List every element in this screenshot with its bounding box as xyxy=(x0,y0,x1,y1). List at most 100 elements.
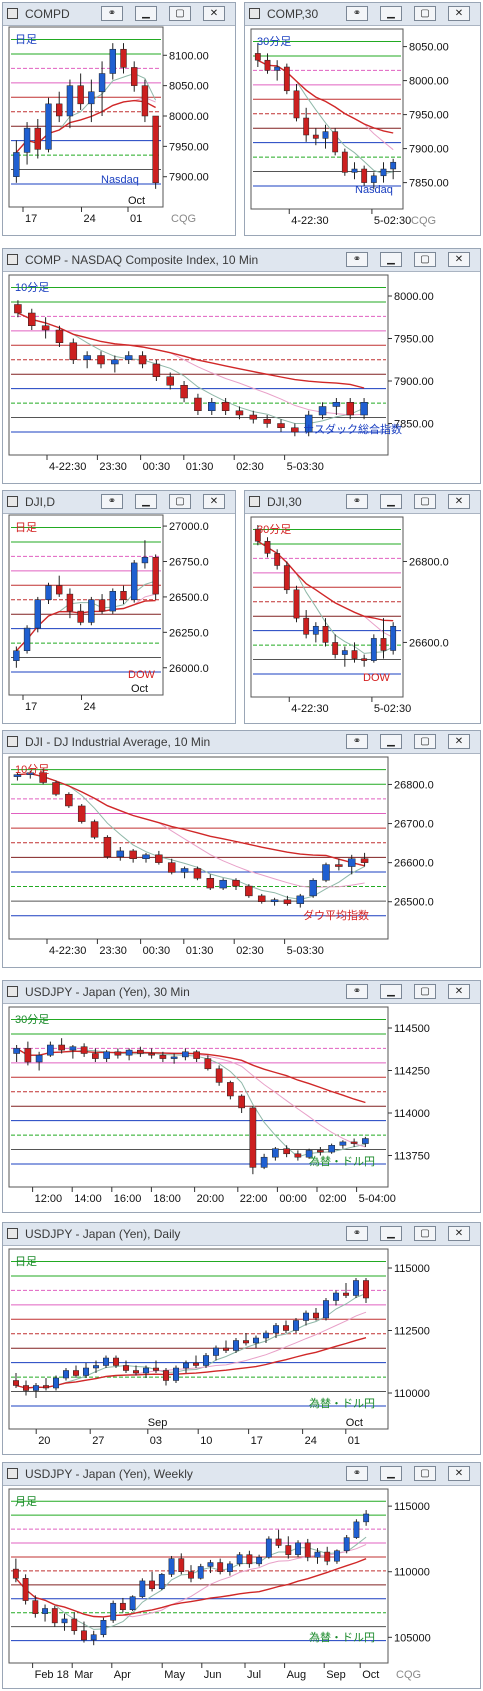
candle-body xyxy=(293,589,300,619)
link-icon[interactable]: ⚭ xyxy=(346,494,368,509)
candle-body xyxy=(328,1145,335,1153)
y-tick-label: 114000 xyxy=(394,1108,430,1120)
link-icon[interactable]: ⚭ xyxy=(346,1466,368,1481)
close-button[interactable]: ✕ xyxy=(448,252,470,267)
title-bar[interactable]: COMPD ⚭ ▁ ▢ ✕ xyxy=(3,3,235,26)
minimize-button[interactable]: ▁ xyxy=(135,6,157,21)
window-title: COMPD xyxy=(25,7,70,21)
candle-body xyxy=(13,650,20,661)
candle-body xyxy=(131,562,138,600)
maximize-button[interactable]: ▢ xyxy=(414,1226,436,1241)
title-bar[interactable]: DJI,D ⚭ ▁ ▢ ✕ xyxy=(3,491,235,514)
minimize-button[interactable]: ▁ xyxy=(380,984,402,999)
title-bar[interactable]: DJI,30 ⚭ ▁ ▢ ✕ xyxy=(245,491,480,514)
candle-body xyxy=(232,879,240,887)
candle-body xyxy=(81,1630,87,1641)
candle-body xyxy=(313,1312,319,1319)
candle-body xyxy=(360,402,368,416)
moving-average-line xyxy=(15,1337,367,1389)
window-title: USDJPY - Japan (Yen), Daily xyxy=(25,1227,181,1241)
y-tick-label: 115000 xyxy=(394,1501,430,1513)
title-bar[interactable]: DJI - DJ Industrial Average, 10 Min ⚭ ▁ … xyxy=(3,731,480,754)
window-title: USDJPY - Japan (Yen), 30 Min xyxy=(25,985,190,999)
link-icon[interactable]: ⚭ xyxy=(101,6,123,21)
link-icon[interactable]: ⚭ xyxy=(346,1226,368,1241)
chart-window-dji-30[interactable]: DJI,30 ⚭ ▁ ▢ ✕ 26800.0 26600.0 4-22:30 5-02… xyxy=(244,490,481,724)
minimize-button[interactable]: ▁ xyxy=(380,494,402,509)
moving-average-line xyxy=(15,1293,367,1389)
candle-body xyxy=(283,565,290,591)
chart-window-comp-10min[interactable]: COMP - NASDAQ Composite Index, 10 Min ⚭ … xyxy=(2,248,481,484)
title-bar[interactable]: COMP,30 ⚭ ▁ ▢ ✕ xyxy=(245,3,480,26)
link-icon[interactable]: ⚭ xyxy=(101,494,123,509)
chart-window-compd[interactable]: COMPD ⚭ ▁ ▢ ✕ 8100.00 8050.00 8000.00 7950.… xyxy=(2,2,236,236)
y-tick-label: 8000.00 xyxy=(409,76,449,88)
close-button[interactable]: ✕ xyxy=(448,6,470,21)
candle-body xyxy=(215,1068,223,1083)
minimize-button[interactable]: ▁ xyxy=(380,1466,402,1481)
minimize-button[interactable]: ▁ xyxy=(380,1226,402,1241)
candle-body xyxy=(254,53,261,61)
candle-body xyxy=(170,1056,178,1059)
link-icon[interactable]: ⚭ xyxy=(346,6,368,21)
y-tick-label: 7900.00 xyxy=(409,144,449,156)
candle-body xyxy=(56,585,63,595)
close-button[interactable]: ✕ xyxy=(448,494,470,509)
x-tick-label: 01 xyxy=(130,213,142,225)
minimize-button[interactable]: ▁ xyxy=(380,734,402,749)
title-bar[interactable]: COMP - NASDAQ Composite Index, 10 Min ⚭ … xyxy=(3,249,480,272)
close-button[interactable]: ✕ xyxy=(203,6,225,21)
minimize-button[interactable]: ▁ xyxy=(135,494,157,509)
maximize-button[interactable]: ▢ xyxy=(169,494,191,509)
close-button[interactable]: ✕ xyxy=(448,1226,470,1241)
close-button[interactable]: ✕ xyxy=(448,734,470,749)
maximize-button[interactable]: ▢ xyxy=(414,1466,436,1481)
maximize-button[interactable]: ▢ xyxy=(414,494,436,509)
link-icon[interactable]: ⚭ xyxy=(346,252,368,267)
candlestick-chart: 8000.00 7950.00 7900.00 7850.00 4-22:30 23:30… xyxy=(8,274,434,473)
plot-frame xyxy=(250,516,404,698)
title-bar[interactable]: USDJPY - Japan (Yen), 30 Min ⚭ ▁ ▢ ✕ xyxy=(3,981,480,1004)
link-icon[interactable]: ⚭ xyxy=(346,984,368,999)
candle-body xyxy=(92,1053,99,1059)
candle-body xyxy=(335,864,343,867)
candle-body xyxy=(123,1365,129,1371)
x-tick-label: 17 xyxy=(251,1435,263,1447)
candle-body xyxy=(257,895,266,902)
chart-window-dji-10min[interactable]: DJI - DJ Industrial Average, 10 Min ⚭ ▁ … xyxy=(2,730,481,968)
chart-window-dji-daily[interactable]: DJI,D ⚭ ▁ ▢ ✕ 27000.0 26750.0 26500.0 26250… xyxy=(2,490,236,724)
chart-window-usdjpy-weekly[interactable]: USDJPY - Japan (Yen), Weekly ⚭ ▁ ▢ ✕ 115… xyxy=(2,1462,481,1689)
candle-body xyxy=(341,650,348,655)
minimize-button[interactable]: ▁ xyxy=(380,6,402,21)
title-bar[interactable]: USDJPY - Japan (Yen), Weekly ⚭ ▁ ▢ ✕ xyxy=(3,1463,480,1486)
x-tick-label: 4-22:30 xyxy=(49,945,86,957)
instrument-label: DOW xyxy=(363,672,391,684)
candle-body xyxy=(332,642,339,655)
window-icon xyxy=(7,986,18,997)
candle-body xyxy=(88,599,95,623)
close-button[interactable]: ✕ xyxy=(448,984,470,999)
close-button[interactable]: ✕ xyxy=(448,1466,470,1481)
maximize-button[interactable]: ▢ xyxy=(414,252,436,267)
candle-body xyxy=(103,1357,109,1366)
candle-body xyxy=(249,1107,257,1168)
maximize-button[interactable]: ▢ xyxy=(414,734,436,749)
chart-window-usdjpy-daily[interactable]: USDJPY - Japan (Yen), Daily ⚭ ▁ ▢ ✕ 1150… xyxy=(2,1222,481,1455)
maximize-button[interactable]: ▢ xyxy=(414,984,436,999)
title-bar[interactable]: USDJPY - Japan (Yen), Daily ⚭ ▁ ▢ ✕ xyxy=(3,1223,480,1246)
maximize-button[interactable]: ▢ xyxy=(414,6,436,21)
candle-body xyxy=(256,1557,263,1565)
candle-body xyxy=(110,1602,117,1621)
minimize-button[interactable]: ▁ xyxy=(380,252,402,267)
candle-body xyxy=(13,774,22,777)
x-tick-label: Mar xyxy=(74,1669,93,1681)
candle-body xyxy=(361,168,368,183)
link-icon[interactable]: ⚭ xyxy=(346,734,368,749)
chart-window-comp-30[interactable]: COMP,30 ⚭ ▁ ▢ ✕ 8050.00 8000.00 7950.00 790… xyxy=(244,2,481,236)
candle-body xyxy=(23,627,31,652)
maximize-button[interactable]: ▢ xyxy=(169,6,191,21)
x-tick-label: 22:00 xyxy=(240,1193,268,1205)
close-button[interactable]: ✕ xyxy=(203,494,225,509)
chart-window-usdjpy-30min[interactable]: USDJPY - Japan (Yen), 30 Min ⚭ ▁ ▢ ✕ 114… xyxy=(2,980,481,1213)
candle-body xyxy=(223,1347,229,1351)
